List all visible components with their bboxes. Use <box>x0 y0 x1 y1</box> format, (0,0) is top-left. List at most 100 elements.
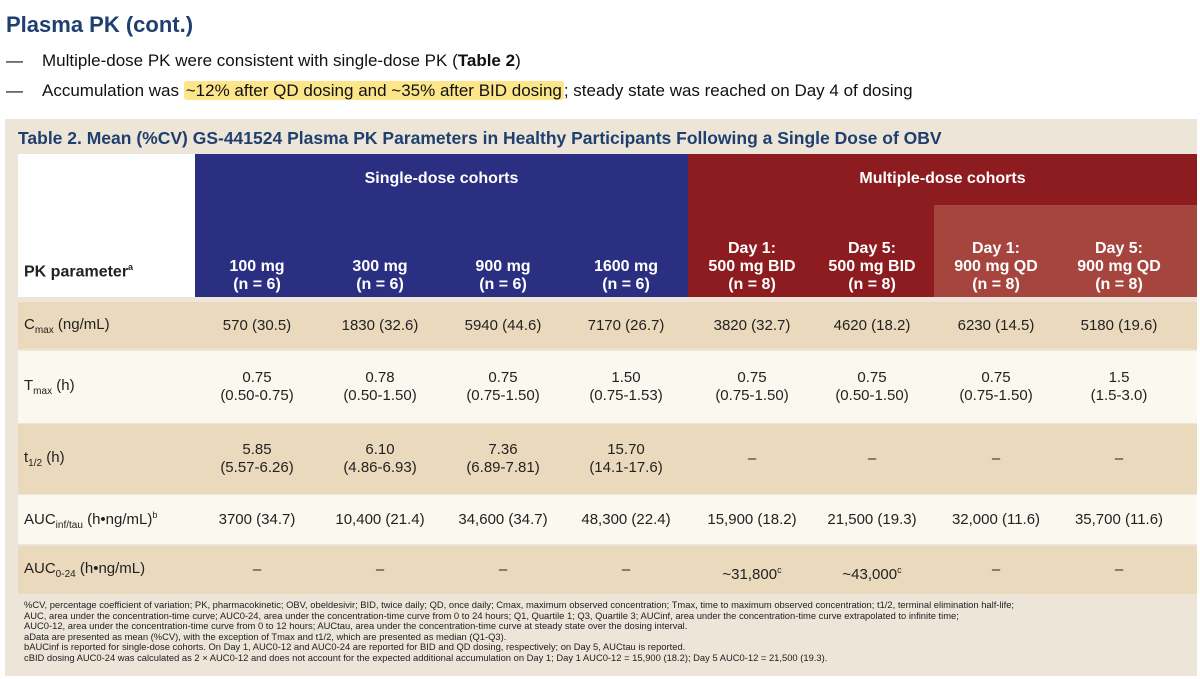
cell-value: 7.36 <box>488 441 518 458</box>
cell-value: – <box>621 561 631 578</box>
table-cell: 570 (30.5) <box>196 317 318 335</box>
column-header-line: Day 5: <box>1094 240 1144 257</box>
row-label: AUCinf/tau (h•ng/mL)b <box>24 510 157 531</box>
table-cell: 0.75 (0.75-1.50) <box>691 369 813 405</box>
table-cell: – <box>565 561 687 579</box>
pk-parameter-header-text: PK parameter <box>24 263 129 281</box>
bullet-text: Accumulation was ~12% after QD dosing an… <box>42 80 913 110</box>
table-cell: ~31,800c <box>691 561 813 584</box>
cell-value: – <box>867 450 877 467</box>
bullet-text-pre: Multiple-dose PK were consistent with si… <box>42 51 458 70</box>
table-cell: – <box>196 561 318 579</box>
cell-range: (4.86-6.93) <box>343 459 417 476</box>
row-label: Cmax (ng/mL) <box>24 316 110 336</box>
cell-range: (1.5-3.0) <box>1090 387 1148 404</box>
cell-value: 3700 (34.7) <box>218 510 296 528</box>
column-header-line: 500 mg BID <box>828 258 916 275</box>
column-header: Day 1: 900 mg QD (n = 8) <box>935 214 1057 294</box>
row-label-main: t <box>24 449 29 466</box>
footnote-line: bAUCinf is reported for single-dose coho… <box>24 641 686 653</box>
bullet-dash: — <box>6 51 23 70</box>
column-header-line: (n = 8) <box>848 276 896 293</box>
bullet-list: — Multiple-dose PK were consistent with … <box>6 50 913 110</box>
row-label-unit: (h•ng/mL) <box>82 510 153 528</box>
row-label-unit: (h•ng/mL) <box>75 560 146 577</box>
table-cell: 32,000 (11.6) <box>935 511 1057 529</box>
table-cell: 7170 (26.7) <box>565 317 687 335</box>
table-row: Cmax (ng/mL) 570 (30.5) 1830 (32.6) 5940 (4… <box>18 302 1197 349</box>
cell-value: 0.75 <box>737 369 767 386</box>
qd-header-block <box>934 205 1197 297</box>
column-header-line: Day 5: <box>847 240 897 257</box>
cell-value: 5.85 <box>242 441 272 458</box>
column-header-line: (n = 6) <box>233 276 281 293</box>
cell-value: – <box>498 561 508 578</box>
table-cell: ~43,000c <box>811 561 933 584</box>
footnote-line: aData are presented as mean (%CV), with … <box>24 630 507 642</box>
column-header-line: (n = 6) <box>356 276 404 293</box>
cell-range: (6.89-7.81) <box>466 459 540 476</box>
footnote-line: AUC0-12, area under the concentration-ti… <box>24 620 688 632</box>
cell-value: 0.75 <box>488 369 518 386</box>
row-label-subscript: 0-24 <box>55 569 76 580</box>
row-label-unit: (ng/mL) <box>53 315 110 333</box>
table-cell: 6230 (14.5) <box>935 317 1057 335</box>
row-label-main: T <box>24 377 34 394</box>
cell-value: ~43,000c <box>842 565 902 583</box>
column-header-line: (n = 6) <box>602 276 650 293</box>
table-cell: – <box>442 561 564 579</box>
cell-value: 6.10 <box>365 441 395 458</box>
cell-value: 5940 (44.6) <box>464 316 542 334</box>
cell-value: 48,300 (22.4) <box>581 510 671 528</box>
table-cell: 6.10 (4.86-6.93) <box>319 441 441 477</box>
table-cell: – <box>319 561 441 579</box>
cell-value: 1.5 <box>1108 369 1130 386</box>
row-label-main: C <box>24 315 35 333</box>
bullet-text-post: ) <box>515 51 521 70</box>
column-header: Day 5: 500 mg BID (n = 8) <box>811 214 933 294</box>
single-dose-header-block <box>195 154 688 297</box>
table-cell: 7.36 (6.89-7.81) <box>442 441 564 477</box>
cell-range: (5.57-6.26) <box>220 459 294 476</box>
table-cell: 5940 (44.6) <box>442 317 564 335</box>
cell-value: 570 (30.5) <box>222 316 292 334</box>
column-header: 300 mg (n = 6) <box>319 214 441 294</box>
table-cell: 15,900 (18.2) <box>691 511 813 529</box>
table-title: Table 2. Mean (%CV) GS-441524 Plasma PK … <box>18 128 942 148</box>
cell-value: 7170 (26.7) <box>587 316 665 334</box>
table-row: t1/2 (h) 5.85 (5.57-6.26) 6.10 (4.86-6.93) 7.… <box>18 424 1197 494</box>
row-label-subscript: 1/2 <box>28 458 43 469</box>
bullet-item: — Accumulation was ~12% after QD dosing … <box>6 80 913 110</box>
table-cell: 1830 (32.6) <box>319 317 441 335</box>
cell-value: – <box>747 450 757 467</box>
table-cell: 0.75 (0.75-1.50) <box>442 369 564 405</box>
footnote-line: AUC, area under the concentration-time c… <box>24 609 959 621</box>
cell-value: 0.75 <box>981 369 1011 386</box>
cell-value: 0.75 <box>242 369 272 386</box>
cell-range: (0.75-1.50) <box>959 387 1033 404</box>
cell-value: 6230 (14.5) <box>957 316 1035 334</box>
row-label-unit: (h) <box>42 449 65 466</box>
cell-range: (0.50-1.50) <box>835 387 909 404</box>
table-cell: 48,300 (22.4) <box>565 511 687 529</box>
column-header-line: (n = 6) <box>479 276 527 293</box>
table-cell: 5.85 (5.57-6.26) <box>196 441 318 477</box>
table-cell: – <box>1058 450 1180 468</box>
cell-range: (0.50-1.50) <box>343 387 417 404</box>
cell-value: ~31,800c <box>722 565 782 583</box>
bullet-text: Multiple-dose PK were consistent with si… <box>42 50 521 80</box>
table-cell: – <box>935 561 1057 579</box>
cell-value: 1830 (32.6) <box>341 316 419 334</box>
table-cell: – <box>811 450 933 468</box>
table-cell: 4620 (18.2) <box>811 317 933 335</box>
slide-title: Plasma PK (cont.) <box>6 12 194 37</box>
column-header-line: 100 mg <box>229 258 285 275</box>
cell-value: 3820 (32.7) <box>713 316 791 334</box>
column-header: Day 1: 500 mg BID (n = 8) <box>691 214 813 294</box>
table-row: AUC0-24 (h•ng/mL) – – – – ~31,800c ~43,000c – – <box>18 546 1197 594</box>
footnote-line: cBID dosing AUC0-24 was calculated as 2 … <box>24 651 828 663</box>
cell-value: – <box>1114 561 1124 578</box>
table-cell: 21,500 (19.3) <box>811 511 933 529</box>
row-label: Tmax (h) <box>24 377 75 397</box>
highlighted-text: ~12% after QD dosing and ~35% after BID … <box>183 81 564 100</box>
